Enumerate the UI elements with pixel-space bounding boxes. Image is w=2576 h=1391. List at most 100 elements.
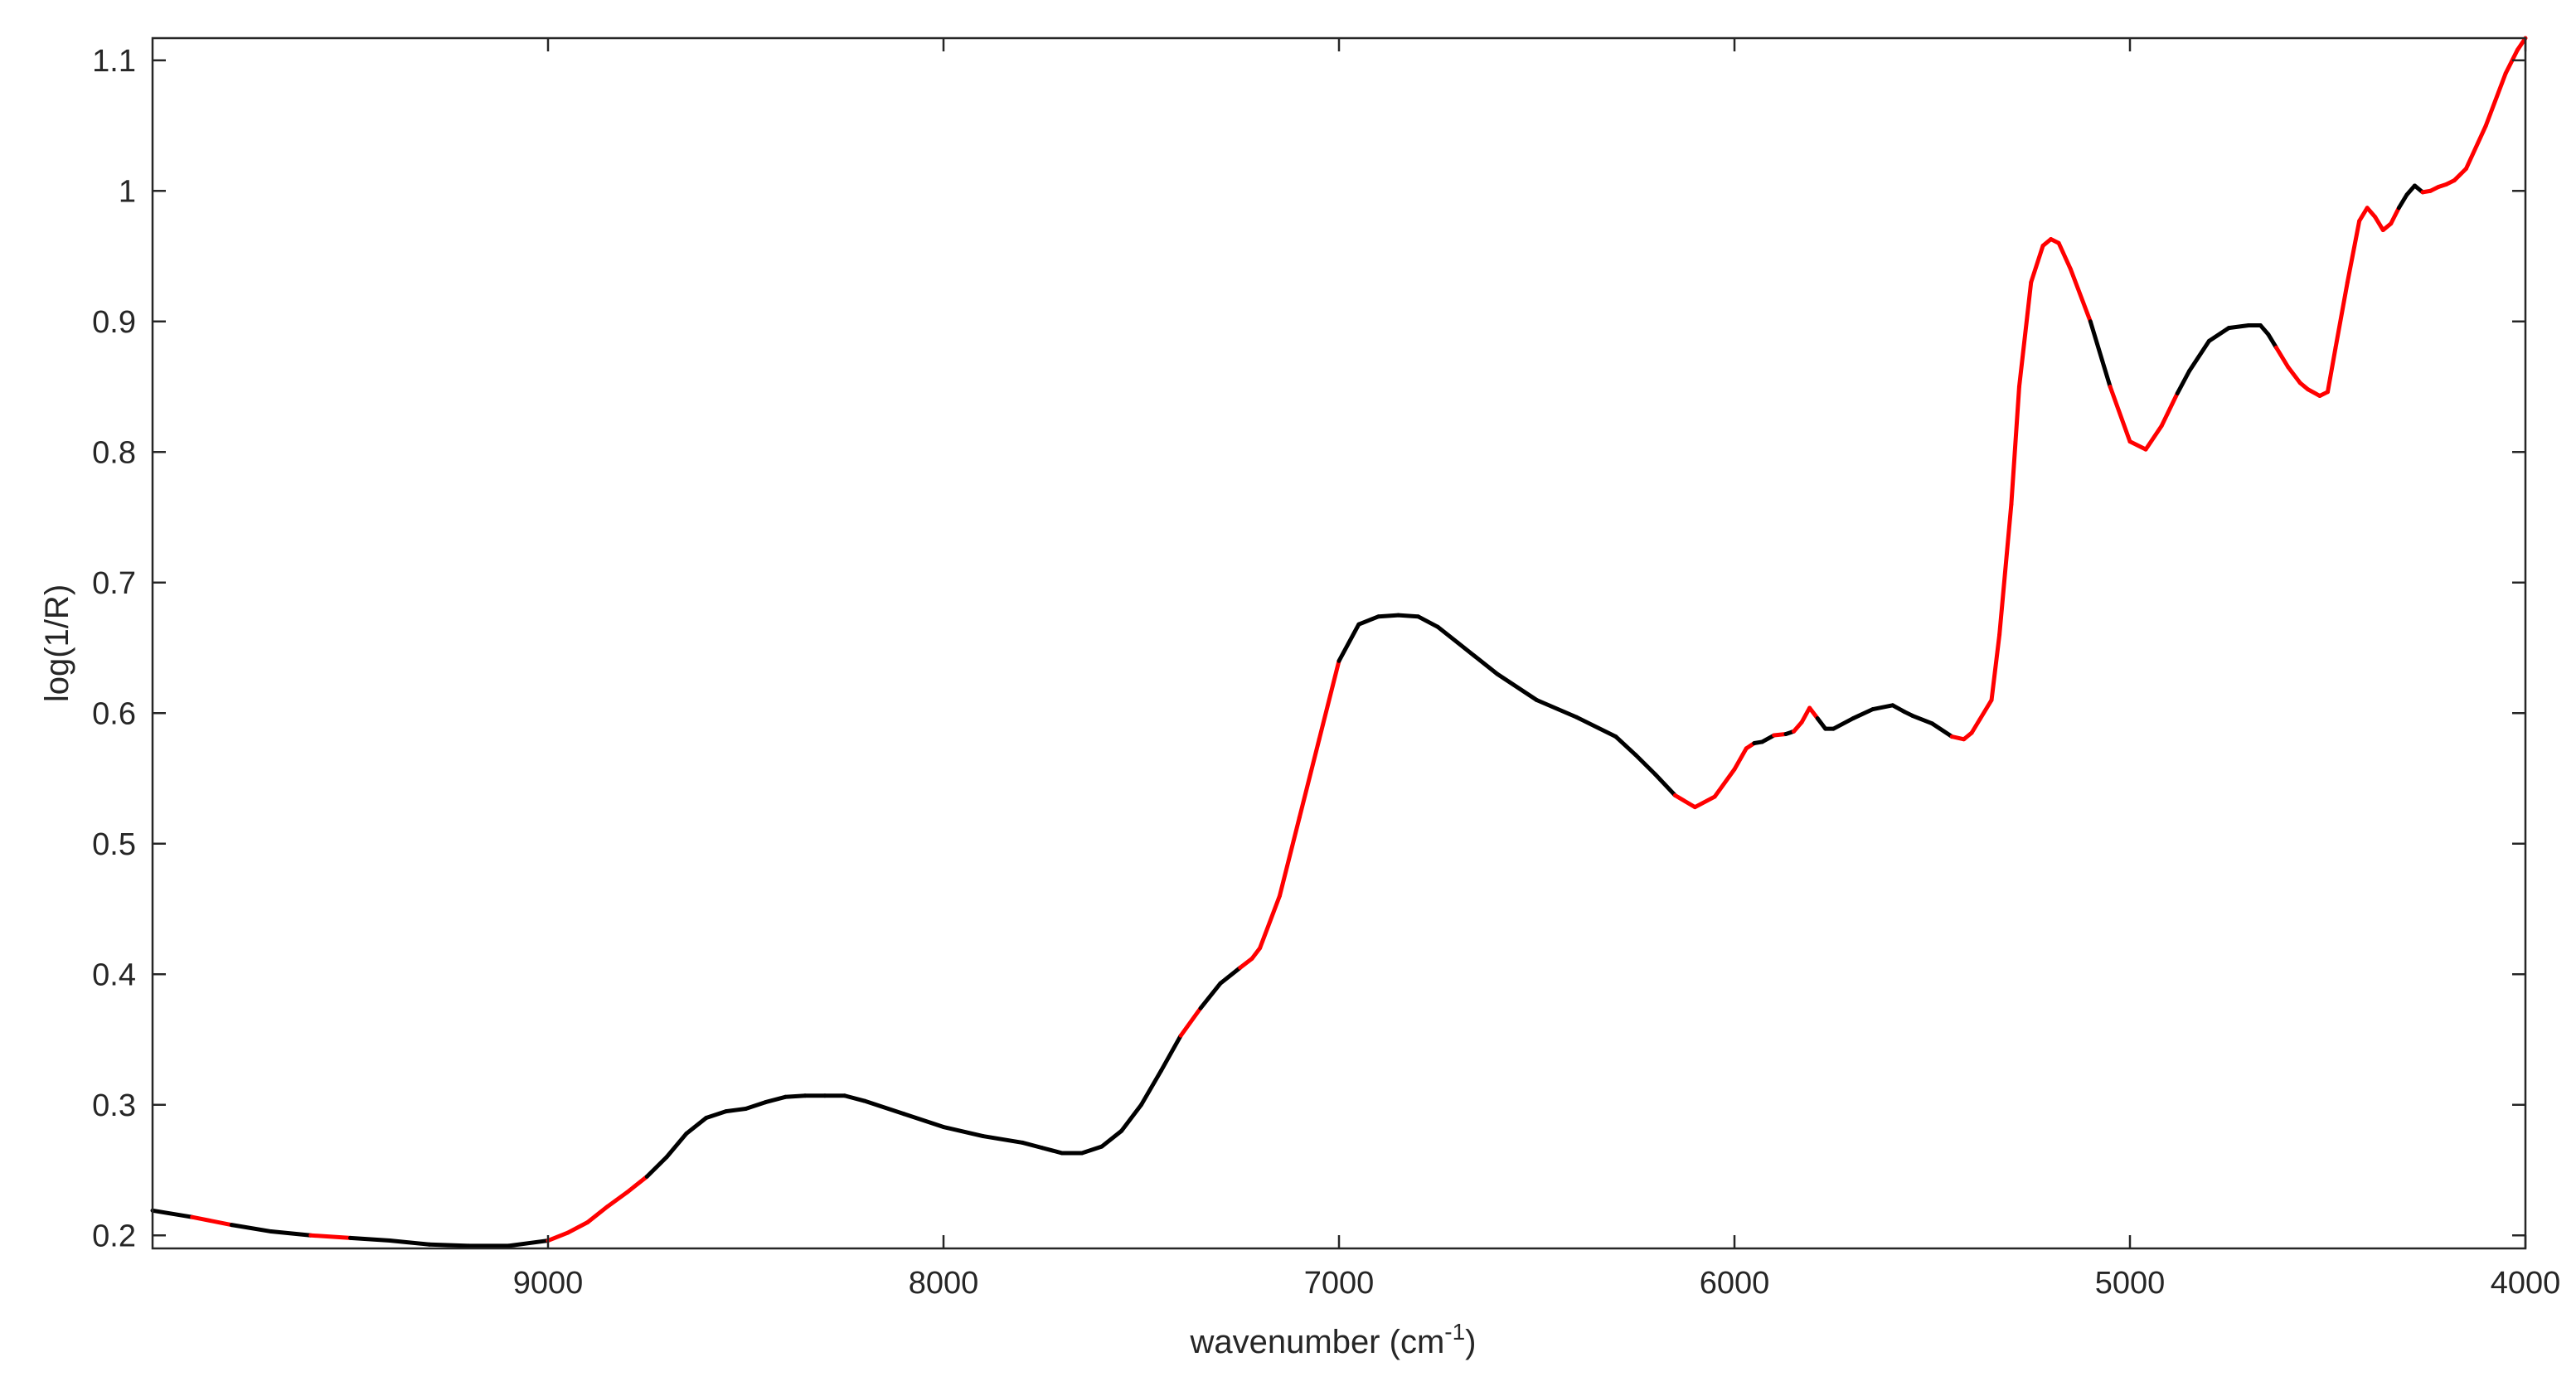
spectrum-segment <box>2127 439 2148 452</box>
spectrum-segment <box>1977 698 1994 722</box>
y-tick-label: 1.1 <box>92 44 136 79</box>
spectrum-segment <box>1815 716 1828 731</box>
spectrum-segment <box>1930 721 1954 739</box>
spectrum-segment <box>684 1116 709 1136</box>
spectrum-segment <box>1495 671 1539 703</box>
y-tick-label: 0.4 <box>92 957 136 992</box>
spectrum-segment <box>862 1098 906 1117</box>
spectrum-segment <box>1969 717 1982 735</box>
spectrum-segment <box>2056 240 2073 272</box>
spectrum-segment <box>605 1190 629 1209</box>
spectrum-segment <box>1692 794 1717 810</box>
spectrum-segment <box>1435 624 1460 645</box>
spectrum-segment <box>1396 613 1420 619</box>
spectrum-segment <box>1238 956 1254 970</box>
spectrum-segment <box>2266 332 2278 350</box>
y-tick-label: 0.6 <box>92 696 136 731</box>
spectrum-segment <box>1910 713 1934 726</box>
spectrum-segment <box>2143 424 2164 452</box>
spectrum-segment <box>664 1131 689 1160</box>
y-tick-label: 0.8 <box>92 435 136 470</box>
spectrum-segment <box>1119 1103 1143 1133</box>
spectrum-segment <box>229 1223 274 1234</box>
spectrum-segment <box>2326 345 2338 395</box>
spectrum-segment <box>269 1229 313 1238</box>
spectrum-segment <box>1337 622 1361 663</box>
spectrum-segment <box>842 1093 867 1103</box>
spectrum-segment <box>1455 640 1500 676</box>
spectrum-segment <box>2373 215 2385 233</box>
spectrum-segment <box>1613 734 1638 758</box>
spectrum-segment <box>2016 280 2034 390</box>
spectrum-segment <box>1040 1146 1065 1156</box>
spectrum-segment <box>2009 385 2021 506</box>
spectrum-segment <box>1139 1069 1163 1107</box>
spectrum-segment <box>1870 703 1895 712</box>
spectrum-segment <box>1997 502 2014 637</box>
spectrum-segment <box>2483 71 2508 128</box>
spectrum-segment <box>1178 1006 1203 1038</box>
spectrum-segment <box>1759 733 1777 744</box>
spectrum-segment <box>565 1220 590 1235</box>
spectrum-segment <box>1099 1128 1124 1149</box>
y-tick-label: 0.7 <box>92 566 136 601</box>
spectrum-segment <box>2333 280 2350 350</box>
x-axis-label-superscript: -1 <box>1444 1319 1465 1345</box>
spectrum-segment <box>2452 167 2468 183</box>
x-axis-label-suffix: ) <box>1465 1324 1476 1360</box>
spectrum-segment <box>1218 965 1243 986</box>
spectrum-segment <box>1574 715 1618 739</box>
x-tick-label: 6000 <box>1700 1266 1770 1301</box>
spectrum-segment <box>2286 365 2302 385</box>
spectrum-segment <box>2226 322 2251 331</box>
x-tick-label: 7000 <box>1304 1266 1375 1301</box>
spectrum-segment <box>2345 219 2362 285</box>
spectrum-segment <box>2108 385 2132 444</box>
spectrum-segment <box>1807 705 1820 721</box>
spectrum-segment <box>1732 746 1749 772</box>
x-tick-label: 8000 <box>909 1266 979 1301</box>
spectrum-segment <box>2068 267 2093 324</box>
spectrum-segment <box>190 1214 234 1228</box>
spectrum-segment <box>1376 613 1401 619</box>
y-tick-label: 0.2 <box>92 1219 136 1253</box>
spectrum-segment <box>2159 390 2180 429</box>
spectrum-segment <box>1535 698 1579 720</box>
spectrum-segment <box>763 1094 788 1105</box>
spectrum-segment <box>1158 1033 1183 1074</box>
spectrum-segment <box>1851 707 1875 721</box>
spectrum-segment <box>2389 206 2401 226</box>
x-tick-label: 5000 <box>2095 1266 2166 1301</box>
spectrum-segment <box>1672 792 1697 810</box>
spectrum-segment <box>2175 369 2192 395</box>
spectrum-segment <box>2515 36 2528 52</box>
spectrum-segment <box>1198 981 1223 1011</box>
spectrum-segment <box>2357 206 2370 223</box>
x-axis-label: wavenumber (cm-1) <box>1190 1319 1477 1360</box>
spectrum-segment <box>901 1112 946 1130</box>
plot-area-frame <box>151 36 2527 1250</box>
spectrum-segment <box>1712 767 1737 799</box>
spectrum-segment <box>704 1109 729 1120</box>
y-tick-label: 0.9 <box>92 305 136 340</box>
y-tick-label: 1 <box>119 174 136 209</box>
spectrum-segment <box>2306 387 2322 399</box>
x-tick-label: 4000 <box>2491 1266 2561 1301</box>
ticks-layer <box>153 38 2527 1248</box>
spectrum-segment <box>624 1174 649 1195</box>
spectrum-segment <box>1633 753 1658 777</box>
data-layer <box>150 36 2528 1248</box>
spectrum-segment <box>1653 772 1677 797</box>
spectrum-segment <box>1317 658 1341 742</box>
spectrum-segment <box>1297 737 1322 820</box>
spectrum-segment <box>1890 703 1907 715</box>
spectrum-segment <box>585 1204 610 1224</box>
spectrum-segment <box>1277 815 1302 899</box>
y-axis-label: log(1/R) <box>39 584 75 702</box>
spectrum-segment <box>1249 946 1263 961</box>
spectrum-segment <box>2503 47 2520 76</box>
spectrum-segment <box>150 1208 195 1219</box>
y-tick-label: 0.5 <box>92 827 136 862</box>
spectrum-segment <box>427 1242 472 1248</box>
